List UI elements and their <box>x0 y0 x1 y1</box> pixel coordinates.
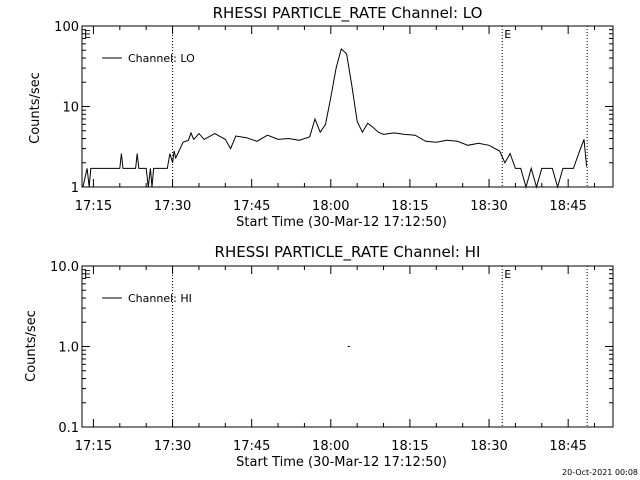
x-tick-label: 18:45 <box>549 439 586 454</box>
x-tick-label: 18:45 <box>549 199 586 214</box>
plot-frame <box>81 265 614 428</box>
x-tick-label: 17:15 <box>75 439 112 454</box>
event-marker-label: E <box>84 268 91 281</box>
x-tick-label: 17:30 <box>154 439 191 454</box>
x-tick-label: 18:30 <box>470 439 507 454</box>
y-tick-label: 1.0 <box>58 341 79 356</box>
event-marker-label: E <box>84 28 91 41</box>
x-tick-label: 17:45 <box>233 439 270 454</box>
x-tick-label: 18:00 <box>312 439 349 454</box>
event-marker-label: E <box>504 28 511 41</box>
y-tick-label: 1 <box>71 181 79 196</box>
x-tick-label: 17:30 <box>154 199 191 214</box>
chart-title: RHESSI PARTICLE_RATE Channel: HI <box>215 243 481 262</box>
series-line <box>82 47 588 189</box>
y-tick-label: 10.0 <box>50 260 79 275</box>
x-tick-label: 17:15 <box>75 199 112 214</box>
legend-label: Channel: HI <box>128 292 192 305</box>
y-tick-label: 100 <box>54 20 79 35</box>
y-tick-label: 0.1 <box>58 421 79 436</box>
event-marker-label: E <box>504 268 511 281</box>
footer-timestamp: 20-Oct-2021 00:08 <box>562 468 638 477</box>
x-axis-label: Start Time (30-Mar-12 17:12:50) <box>236 215 447 230</box>
x-axis-label: Start Time (30-Mar-12 17:12:50) <box>236 455 447 470</box>
x-tick-label: 17:45 <box>233 199 270 214</box>
legend-label: Channel: LO <box>128 52 195 65</box>
x-tick-label: 18:15 <box>391 439 428 454</box>
x-tick-label: 18:15 <box>391 199 428 214</box>
x-tick-label: 18:00 <box>312 199 349 214</box>
y-tick-label: 10 <box>62 101 79 116</box>
plot-frame <box>81 25 614 188</box>
chart-title: RHESSI PARTICLE_RATE Channel: LO <box>213 4 483 23</box>
y-axis-label: Counts/sec <box>28 72 43 144</box>
y-axis-label: Counts/sec <box>24 310 39 382</box>
x-tick-label: 18:30 <box>470 199 507 214</box>
